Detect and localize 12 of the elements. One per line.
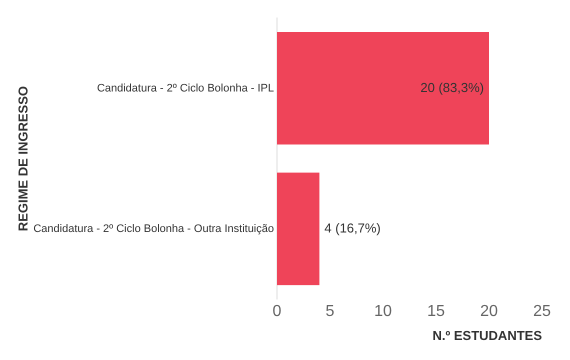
data-label: 4 (16,7%) xyxy=(324,220,381,236)
y-axis-title: REGIME DE INGRESSO xyxy=(15,86,30,232)
x-axis-title: N.º ESTUDANTES xyxy=(432,328,542,343)
x-tick-label: 20 xyxy=(480,303,498,320)
y-tick-label: Candidatura - 2º Ciclo Bolonha - Outra Instituição xyxy=(33,222,274,235)
x-tick-label: 0 xyxy=(272,303,282,320)
x-tick-label: 10 xyxy=(374,303,392,320)
x-tick-label: 15 xyxy=(427,303,445,320)
x-tick-label: 25 xyxy=(533,303,551,320)
y-tick-label: Candidatura - 2º Ciclo Bolonha - IPL xyxy=(96,82,274,94)
x-tick-label: 5 xyxy=(326,303,335,320)
data-label: 20 (83,3%) xyxy=(420,80,484,95)
